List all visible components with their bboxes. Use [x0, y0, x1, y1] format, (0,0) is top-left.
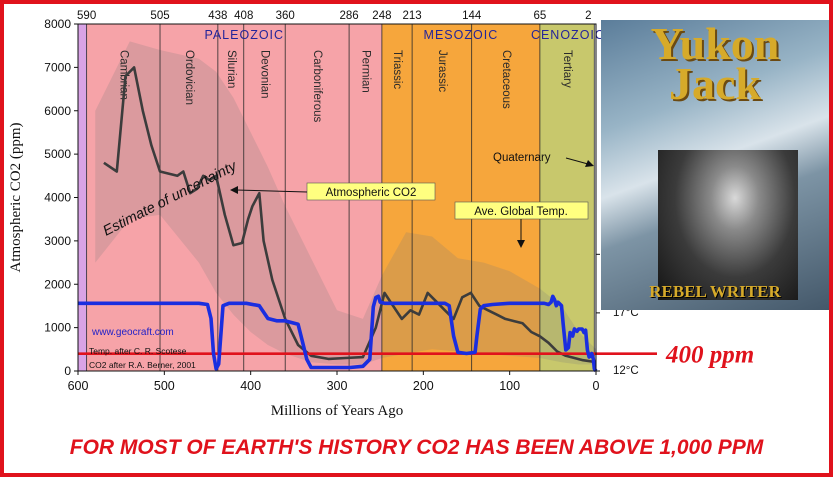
- period-label-8: Cretaceous: [500, 50, 512, 109]
- period-labels: Cambrian Ordovician Silurian Devonian Carbon…: [117, 50, 573, 122]
- co2-callout-label: Atmospheric CO2: [326, 187, 417, 199]
- quaternary-band: [594, 24, 596, 371]
- era-label-1: MESOZOIC: [424, 28, 499, 42]
- boundary-tick-label-1: 505: [150, 10, 169, 22]
- boundary-tick-label-2: 438: [208, 10, 227, 22]
- source-url: www.geocraft.com: [91, 327, 174, 338]
- boundary-tick-label-5: 286: [339, 10, 358, 22]
- ppm-400-label: 400 ppm: [665, 342, 754, 369]
- era-label-2: CENOZOIC: [531, 28, 605, 42]
- period-label-6: Triassic: [391, 50, 403, 89]
- y-tick-label-7: 7000: [44, 60, 71, 74]
- poster-tagline: REBEL WRITER: [649, 282, 781, 301]
- temp-tick-label-0: 12°C: [613, 365, 639, 377]
- precambrian-band: [78, 24, 87, 371]
- y-axis-label: Atmospheric CO2 (ppm): [8, 123, 24, 273]
- temp-callout-arrowhead: [517, 240, 525, 248]
- x-tick-label-1: 500: [154, 379, 175, 393]
- y-tick-label-2: 2000: [44, 277, 71, 291]
- yukon-jack-poster: Yukon Jack REBEL WRITER: [601, 20, 829, 310]
- series-layer: [78, 66, 657, 373]
- temp-series-line: [78, 294, 598, 373]
- y-tick-label-4: 4000: [44, 191, 71, 205]
- period-label-3: Devonian: [258, 50, 270, 99]
- y-tick-label-3: 3000: [44, 234, 71, 248]
- x-tick-label-0: 600: [68, 379, 89, 393]
- poster-photo: [658, 150, 798, 300]
- period-label-1: Ordovician: [183, 50, 195, 105]
- poster-title: Yukon Jack: [650, 20, 780, 109]
- quaternary-arrowhead: [585, 160, 594, 167]
- quaternary-label: Quaternary: [493, 152, 551, 164]
- y-tick-label-5: 5000: [44, 147, 71, 161]
- uncertainty-band-layer: [95, 41, 597, 365]
- co2-series-line: [103, 66, 596, 363]
- x-axis-label: Millions of Years Ago: [271, 403, 404, 419]
- chart-caption: FOR MOST OF EARTH'S HISTORY CO2 HAS BEEN…: [69, 436, 764, 459]
- boundary-tick-label-6: 248: [372, 10, 391, 22]
- period-label-4: Carboniferous: [311, 50, 323, 122]
- y-tick-label-6: 6000: [44, 104, 71, 118]
- era-band-2: [539, 24, 596, 371]
- boundary-tick-label-4: 360: [276, 10, 295, 22]
- quaternary-arrow: [565, 157, 589, 165]
- co2-callout-arrowhead: [230, 186, 238, 194]
- y-tick-label-8: 8000: [44, 17, 71, 31]
- x-tick-label-3: 300: [327, 379, 348, 393]
- boundary-tick-label-0: 590: [77, 10, 96, 22]
- co2-callout-arrow: [235, 189, 308, 193]
- x-tick-label-2: 400: [240, 379, 261, 393]
- era-labels: PALEOZOIC MESOZOIC CENOZOIC: [204, 28, 605, 42]
- period-label-5: Permian: [359, 50, 371, 93]
- boundary-tick-label-9: 65: [533, 10, 546, 22]
- uncertainty-band: [95, 41, 597, 365]
- boundary-tick-label-8: 144: [462, 10, 482, 22]
- x-tick-label-6: 0: [593, 379, 600, 393]
- y-tick-label-1: 1000: [44, 321, 71, 335]
- period-label-2: Silurian: [225, 50, 237, 88]
- x-tick-label-4: 200: [413, 379, 434, 393]
- y-tick-label-0: 0: [64, 364, 71, 378]
- boundary-tick-label-7: 213: [403, 10, 422, 22]
- source-temp: Temp. after C. R. Scotese: [89, 346, 187, 356]
- boundary-tick-label-3: 408: [234, 10, 253, 22]
- period-label-9: Tertiary: [561, 50, 573, 88]
- boundary-tick-label-10: 2: [585, 10, 591, 22]
- axes: 590 505 438 408 360 286 248 213 144 65 20100020003…: [8, 10, 639, 419]
- temp-callout-label: Ave. Global Temp.: [474, 206, 568, 218]
- source-co2: CO2 after R.A. Berner, 2001: [89, 360, 196, 370]
- period-label-7: Jurassic: [436, 50, 448, 92]
- period-label-0: Cambrian: [117, 50, 129, 100]
- era-label-0: PALEOZOIC: [204, 28, 284, 42]
- x-tick-label-5: 100: [499, 379, 520, 393]
